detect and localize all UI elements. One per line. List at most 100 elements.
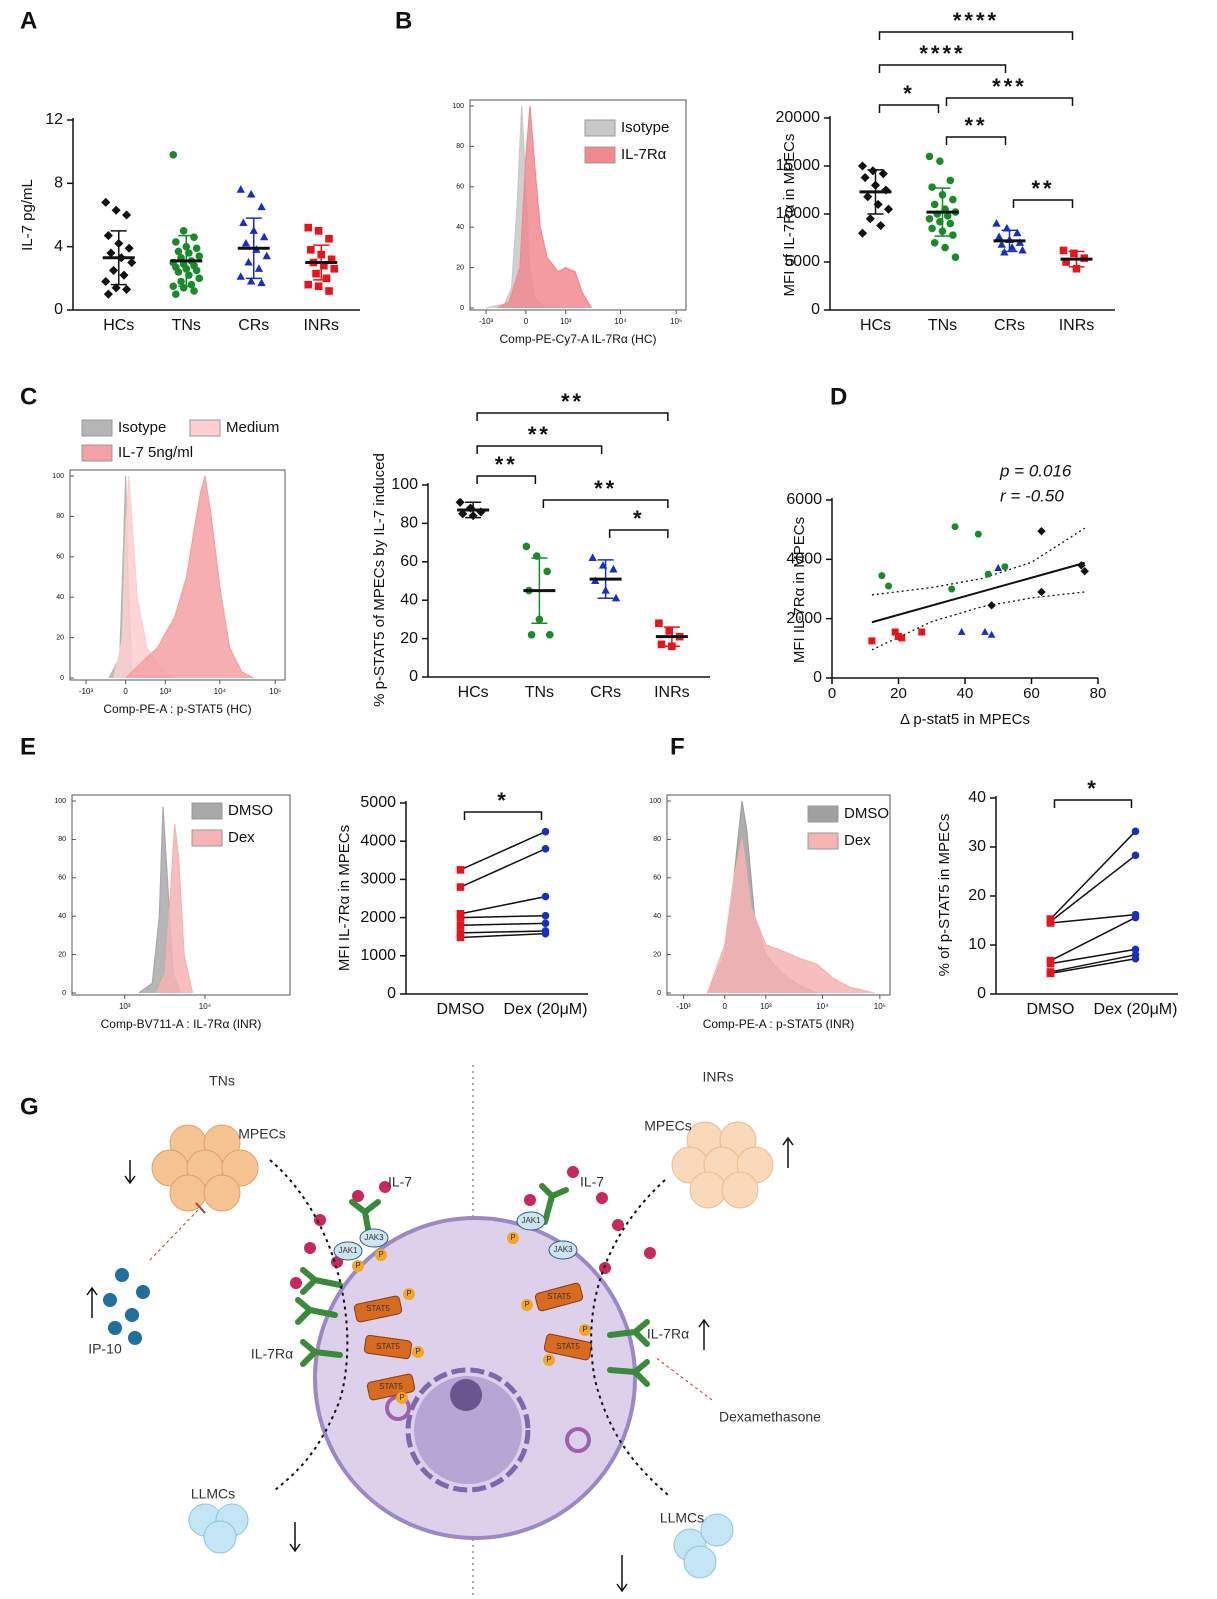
bracket bbox=[945, 97, 1074, 106]
bracket bbox=[878, 104, 940, 113]
x-tick-label: -10³ bbox=[676, 1002, 691, 1011]
bracket-label: * bbox=[903, 81, 915, 106]
y-tick-label: 3000 bbox=[360, 871, 396, 888]
point bbox=[456, 933, 465, 942]
phosphate-label: P bbox=[378, 1250, 383, 1259]
x-tick-label: 0 bbox=[123, 687, 128, 696]
stat5-label: STAT5 bbox=[379, 1382, 403, 1391]
inhibition-line bbox=[149, 1207, 201, 1261]
point bbox=[174, 247, 183, 256]
inhibition-bar bbox=[195, 1202, 206, 1214]
pair-line bbox=[1050, 957, 1136, 975]
point bbox=[257, 202, 266, 211]
x-axis-label: Comp-BV711-A : IL-7Rα (INR) bbox=[101, 1017, 262, 1031]
legend-swatch bbox=[191, 829, 223, 847]
point bbox=[946, 219, 955, 228]
bracket-label: **** bbox=[919, 41, 965, 66]
point bbox=[881, 185, 891, 195]
point bbox=[236, 272, 245, 280]
legend-swatch bbox=[189, 419, 221, 437]
pair-line bbox=[1050, 948, 1136, 965]
jak1-label: JAK1 bbox=[338, 1246, 358, 1255]
point bbox=[1080, 567, 1089, 576]
point bbox=[994, 564, 1003, 572]
plot-frame bbox=[69, 469, 286, 681]
plot-frame bbox=[469, 99, 687, 311]
point bbox=[1018, 245, 1027, 254]
point bbox=[195, 252, 204, 260]
y-tick-label: 8 bbox=[54, 175, 63, 192]
legend-swatch bbox=[81, 419, 113, 437]
point bbox=[984, 570, 992, 578]
point bbox=[244, 257, 253, 266]
point bbox=[925, 152, 934, 161]
point bbox=[1062, 258, 1070, 266]
y-tick-label: 80 bbox=[456, 143, 464, 150]
x-tick-label: -10³ bbox=[79, 687, 94, 696]
point bbox=[949, 231, 957, 239]
histogram bbox=[156, 823, 194, 994]
point bbox=[172, 238, 180, 246]
stat5-proteins bbox=[353, 1282, 593, 1401]
point bbox=[103, 289, 113, 299]
y-axis-label: MFI IL-7Rα in MPECs bbox=[336, 825, 353, 971]
diagram: TNs INRs MPECs MPECs IP-10 IL-7 IL-7 bbox=[86, 1065, 821, 1599]
point bbox=[863, 192, 873, 202]
jak-proteins bbox=[333, 1211, 578, 1261]
panel-label: E bbox=[20, 733, 36, 760]
pair-line bbox=[1050, 954, 1136, 973]
point bbox=[868, 637, 876, 645]
y-tick-label: 0 bbox=[811, 301, 820, 318]
point bbox=[657, 640, 666, 649]
y-tick-label: 0 bbox=[60, 675, 64, 682]
point bbox=[541, 892, 550, 901]
legend-swatch bbox=[584, 119, 616, 137]
point bbox=[127, 257, 137, 268]
point bbox=[928, 224, 936, 233]
pair-line bbox=[1050, 916, 1136, 962]
point bbox=[1059, 246, 1068, 255]
phosphate-label: P bbox=[399, 1393, 404, 1402]
y-tick-label: 5000 bbox=[784, 253, 820, 270]
point bbox=[878, 572, 886, 580]
y-tick-label: 20 bbox=[456, 264, 464, 271]
regression-line bbox=[871, 561, 1085, 624]
nucleolus bbox=[450, 1379, 482, 1411]
x-tick-label: DMSO bbox=[437, 1001, 485, 1018]
bracket bbox=[945, 136, 1007, 145]
x-tick-label: 0 bbox=[828, 685, 836, 702]
il7-label: IL-7 bbox=[580, 1174, 604, 1190]
x-axis-label: Δ p-stat5 in MPECs bbox=[900, 711, 1030, 728]
flow-arrows bbox=[269, 1159, 669, 1496]
point bbox=[1037, 587, 1046, 597]
histogram bbox=[496, 105, 593, 309]
y-tick-label: 0 bbox=[54, 301, 63, 318]
point bbox=[878, 169, 888, 179]
y-tick-label: 10 bbox=[968, 936, 986, 953]
legend-label: Isotype bbox=[118, 419, 166, 436]
point bbox=[1037, 526, 1046, 536]
trend-arrows bbox=[86, 1136, 794, 1593]
point bbox=[121, 284, 132, 294]
point bbox=[1131, 827, 1140, 836]
y-tick-label: 0 bbox=[813, 669, 822, 686]
phosphate-label: P bbox=[524, 1300, 529, 1309]
point bbox=[246, 189, 256, 198]
legend-label: DMSO bbox=[228, 802, 273, 819]
x-tick-label: 0 bbox=[524, 317, 529, 326]
point bbox=[918, 628, 926, 636]
point bbox=[101, 276, 111, 287]
x-tick-label: TNs bbox=[172, 317, 201, 334]
llmcs-label: LLMCs bbox=[660, 1510, 704, 1526]
y-tick-label: 2000 bbox=[786, 610, 822, 627]
x-tick-label: HCs bbox=[103, 317, 134, 334]
point bbox=[925, 215, 934, 223]
y-tick-label: 100 bbox=[54, 798, 66, 805]
legend-label: Dex bbox=[228, 829, 255, 846]
point bbox=[101, 197, 111, 207]
left-title: TNs bbox=[209, 1073, 235, 1089]
pair-line bbox=[1050, 913, 1136, 924]
point bbox=[609, 564, 618, 573]
point bbox=[111, 205, 121, 215]
point bbox=[1046, 959, 1055, 968]
